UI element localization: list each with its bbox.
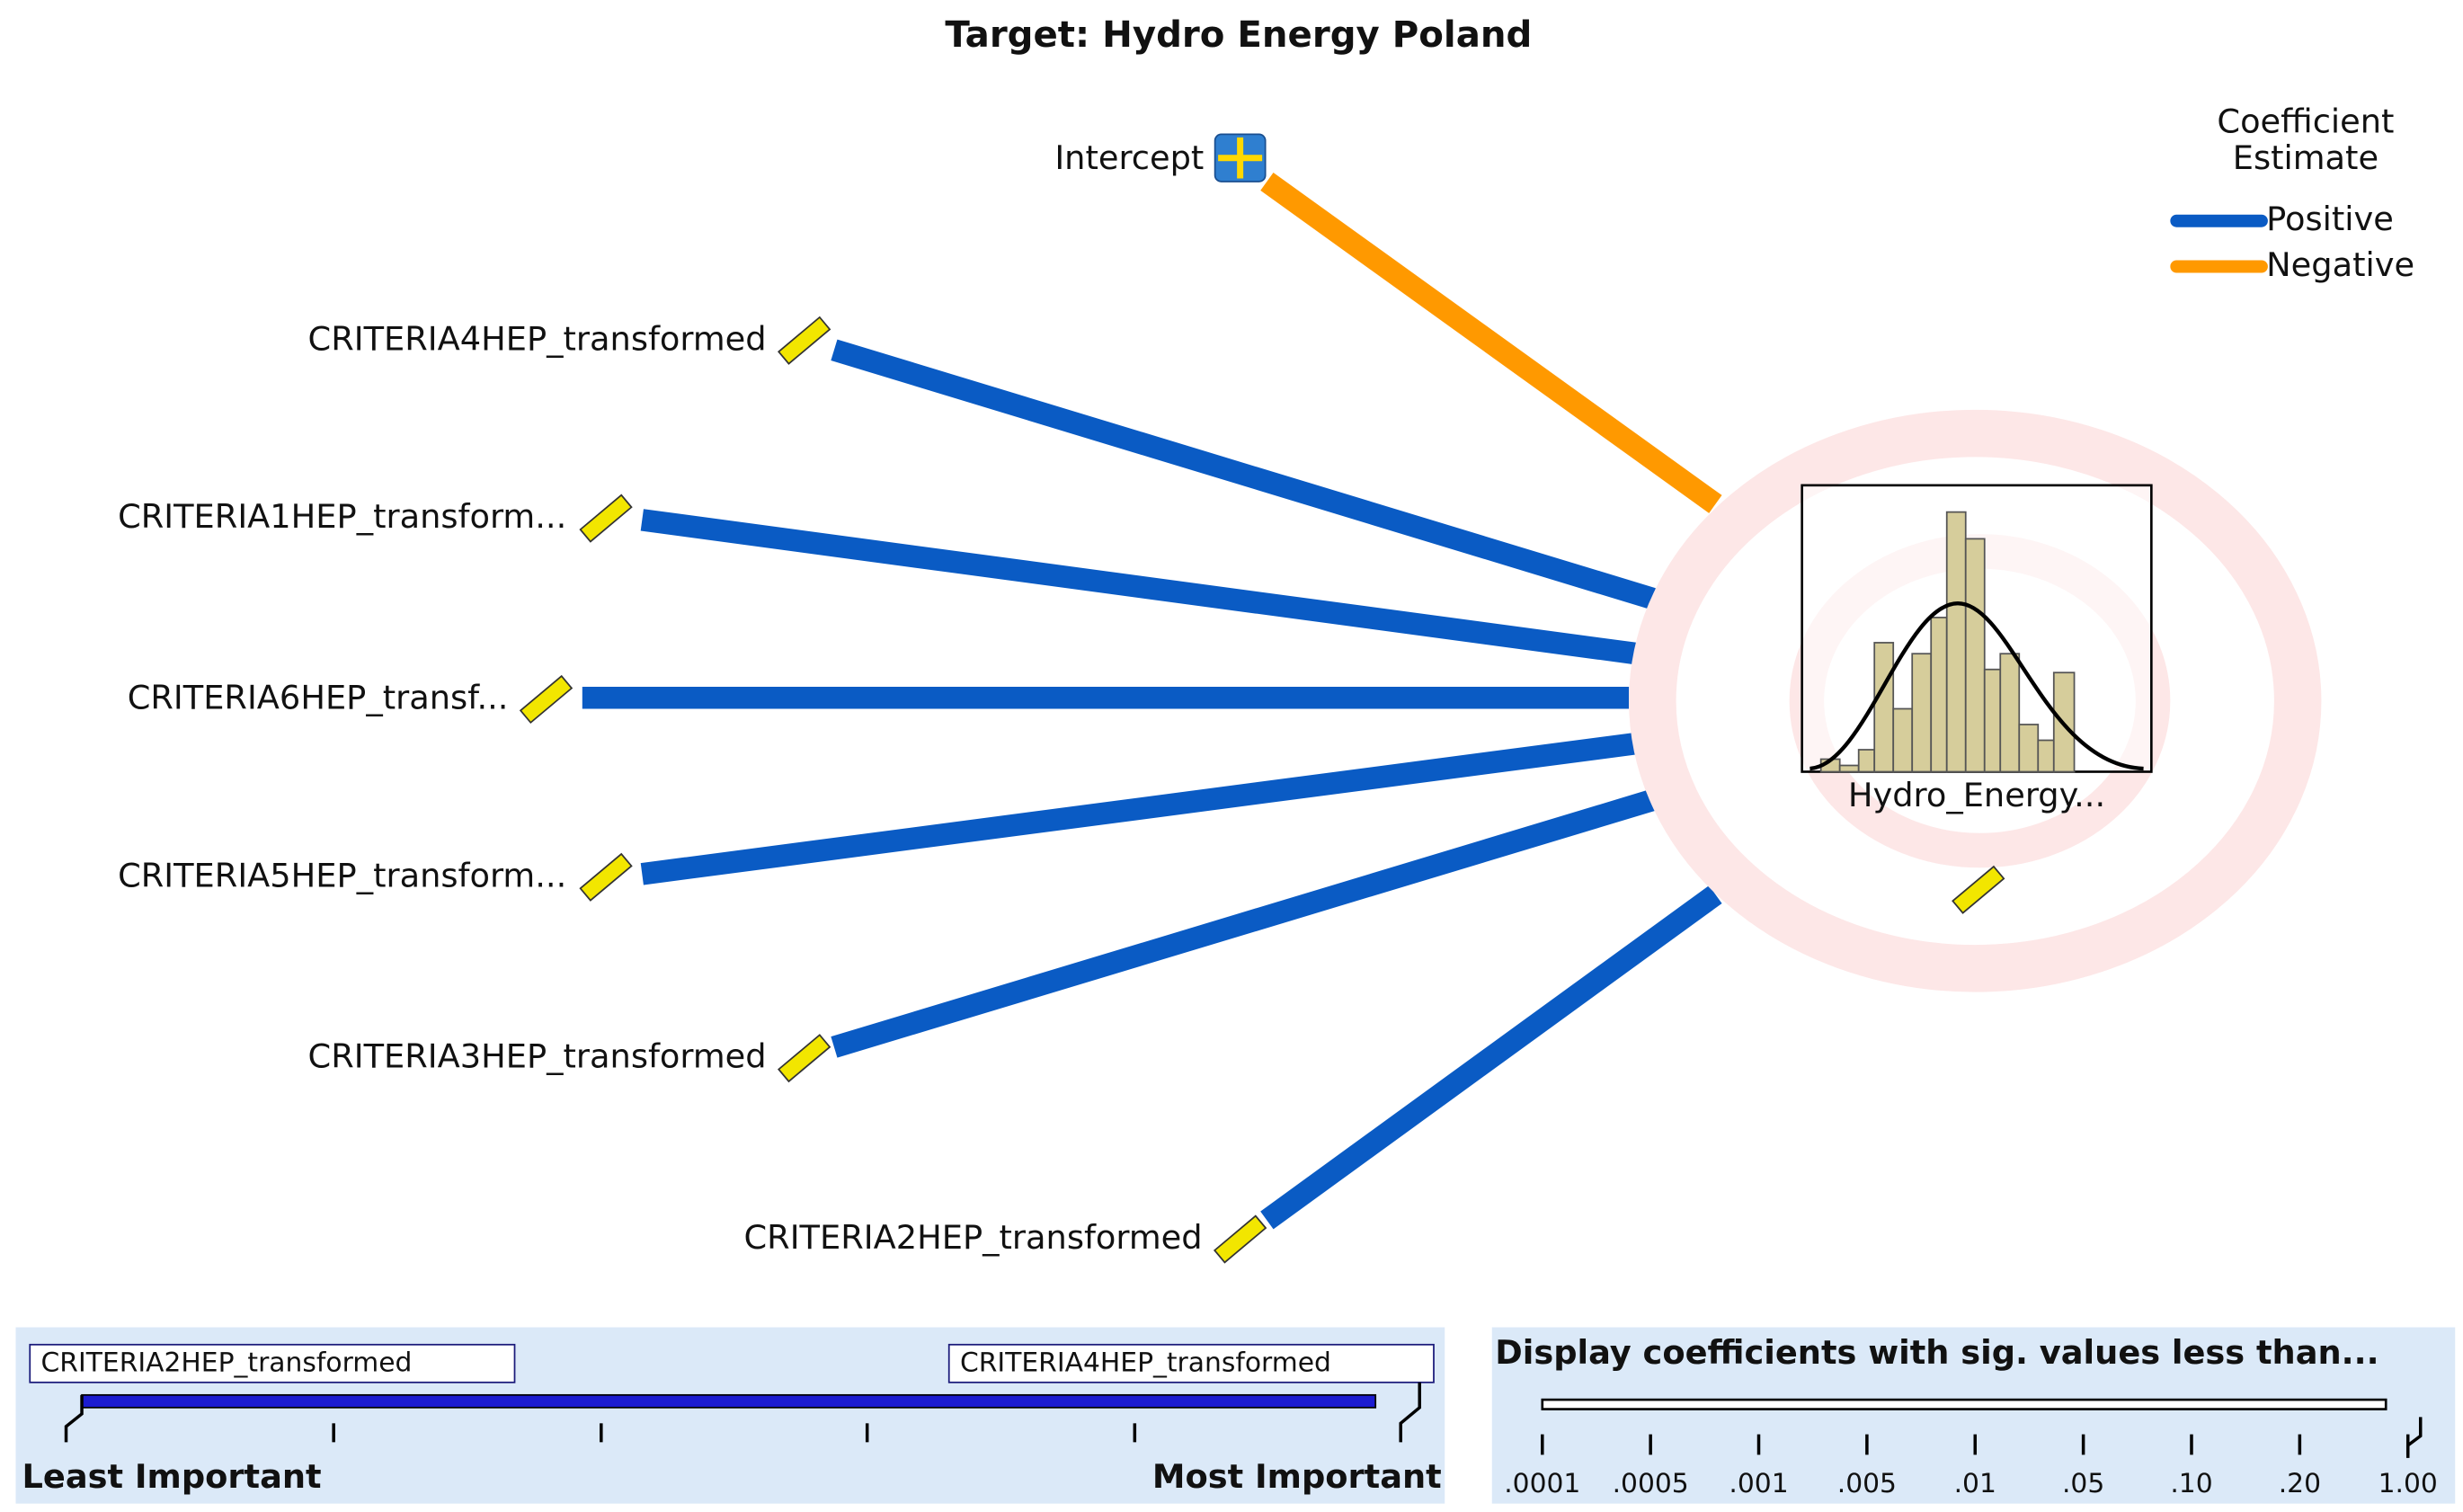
field-box bbox=[947, 1343, 1435, 1383]
legend-title: Coefficient bbox=[2217, 102, 2394, 141]
tick-label: .0005 bbox=[1613, 1468, 1689, 1499]
field-box bbox=[29, 1343, 516, 1383]
left-field: CRITERIA2HEP_transformed bbox=[41, 1347, 413, 1378]
input-label: CRITERIA2HEP_transformed bbox=[744, 1218, 1203, 1257]
slider-ticks bbox=[64, 1382, 1421, 1443]
most-label: Most Important bbox=[1152, 1457, 1442, 1496]
input-label: CRITERIA1HEP_transform... bbox=[118, 497, 566, 536]
tick-label: .001 bbox=[1729, 1468, 1788, 1499]
slider-track bbox=[81, 1393, 1377, 1409]
scale-icon bbox=[579, 494, 633, 543]
target-ring bbox=[1629, 409, 2322, 992]
scale-icon bbox=[519, 674, 574, 725]
slider-track bbox=[1541, 1398, 2387, 1410]
tick-label: .01 bbox=[1954, 1468, 1996, 1499]
coefficient-edge bbox=[831, 789, 1656, 1058]
tick-label: .0001 bbox=[1504, 1468, 1580, 1499]
scale-icon bbox=[777, 1034, 831, 1083]
tick-label: 1.00 bbox=[2379, 1468, 2438, 1499]
importance-panel: CRITERIA2HEP_transformed CRITERIA4HEP_tr… bbox=[15, 1327, 1445, 1504]
legend: Positive Negative bbox=[2170, 200, 2414, 284]
target-node: Hydro_Energy... bbox=[1629, 409, 2322, 992]
input-label: Intercept bbox=[1054, 138, 1204, 177]
tick-label: .20 bbox=[2279, 1468, 2321, 1499]
input-label: CRITERIA6HEP_transf... bbox=[128, 678, 509, 716]
histogram-bars bbox=[1819, 511, 2076, 773]
coefficient-edge bbox=[1260, 885, 1722, 1230]
legend-title: Estimate bbox=[2233, 138, 2379, 177]
edges: Intercept CRITERIA4HEP_transformed CRITERI… bbox=[118, 133, 1722, 1264]
scale-icon bbox=[777, 316, 831, 365]
significance-panel: Display coefficients with sig. values le… bbox=[1491, 1327, 2456, 1504]
target-label: Hydro_Energy... bbox=[1848, 776, 2105, 814]
title: Target: Hydro Energy Poland bbox=[945, 14, 1532, 56]
scale-icon bbox=[579, 852, 633, 902]
scale-icon bbox=[519, 674, 574, 725]
scale-icon bbox=[1213, 1214, 1267, 1264]
least-label: Least Important bbox=[22, 1457, 322, 1496]
tick-label: .10 bbox=[2170, 1468, 2212, 1499]
tick-label: .005 bbox=[1837, 1468, 1897, 1499]
intercept-icon bbox=[1218, 137, 1263, 179]
legend-label: Positive bbox=[2266, 200, 2394, 238]
coefficient-edge bbox=[1260, 173, 1722, 513]
coefficient-edge bbox=[831, 339, 1656, 609]
tick-label: .05 bbox=[2062, 1468, 2104, 1499]
sig-title: Display coefficients with sig. values le… bbox=[1495, 1333, 2379, 1372]
scale-icon bbox=[579, 494, 633, 543]
panel bbox=[1491, 1327, 2456, 1504]
input-label: CRITERIA5HEP_transform... bbox=[118, 856, 566, 894]
coefficient-edge bbox=[640, 732, 1639, 885]
scale-icon bbox=[777, 316, 831, 365]
slider-handle bbox=[2405, 1417, 2423, 1458]
scale-icon bbox=[777, 1034, 831, 1083]
input-label: CRITERIA3HEP_transformed bbox=[308, 1037, 767, 1076]
coefficient-edge bbox=[640, 509, 1639, 665]
normal-curve bbox=[1809, 600, 2144, 771]
scale-icon bbox=[1952, 865, 2005, 914]
scale-icon bbox=[1213, 1214, 1267, 1264]
right-field: CRITERIA4HEP_transformed bbox=[960, 1347, 1331, 1378]
legend-label: Negative bbox=[2266, 245, 2414, 284]
input-label: CRITERIA4HEP_transformed bbox=[308, 319, 767, 358]
scale-icon bbox=[579, 852, 633, 902]
